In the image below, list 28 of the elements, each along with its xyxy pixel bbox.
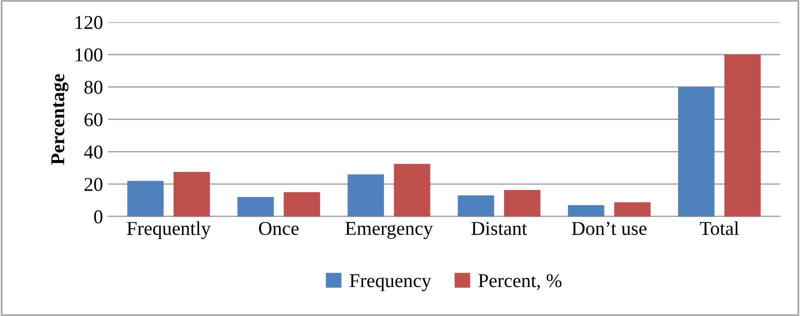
bar <box>614 202 651 216</box>
x-tick-label: Frequently <box>127 221 211 240</box>
bar <box>678 86 714 216</box>
legend-label: Percent, % <box>478 274 562 290</box>
x-tick-label: Emergency <box>345 222 433 239</box>
y-tick-label: 80 <box>84 80 102 94</box>
legend-label: Frequency <box>350 274 432 292</box>
bar <box>724 54 761 216</box>
bar <box>284 192 320 216</box>
x-tick-label: Distant <box>472 222 528 236</box>
bar <box>458 195 494 216</box>
y-axis-title: Percentage <box>51 74 68 165</box>
y-tick-label: 120 <box>76 16 102 30</box>
y-tick-label: 100 <box>76 48 102 62</box>
y-tick-label: 0 <box>94 210 102 224</box>
x-tick-label: Once <box>259 222 299 236</box>
bar <box>127 180 164 216</box>
y-tick-label: 40 <box>84 145 102 159</box>
bar <box>394 164 430 216</box>
x-tick-label: Don’t use <box>572 222 646 236</box>
bar <box>504 190 540 216</box>
bar <box>174 172 210 216</box>
bar <box>568 205 604 216</box>
bar <box>348 174 384 216</box>
bar <box>237 197 274 216</box>
y-tick-label: 60 <box>84 113 102 126</box>
x-tick-label: Total <box>700 221 739 236</box>
y-tick-label: 20 <box>84 178 102 192</box>
